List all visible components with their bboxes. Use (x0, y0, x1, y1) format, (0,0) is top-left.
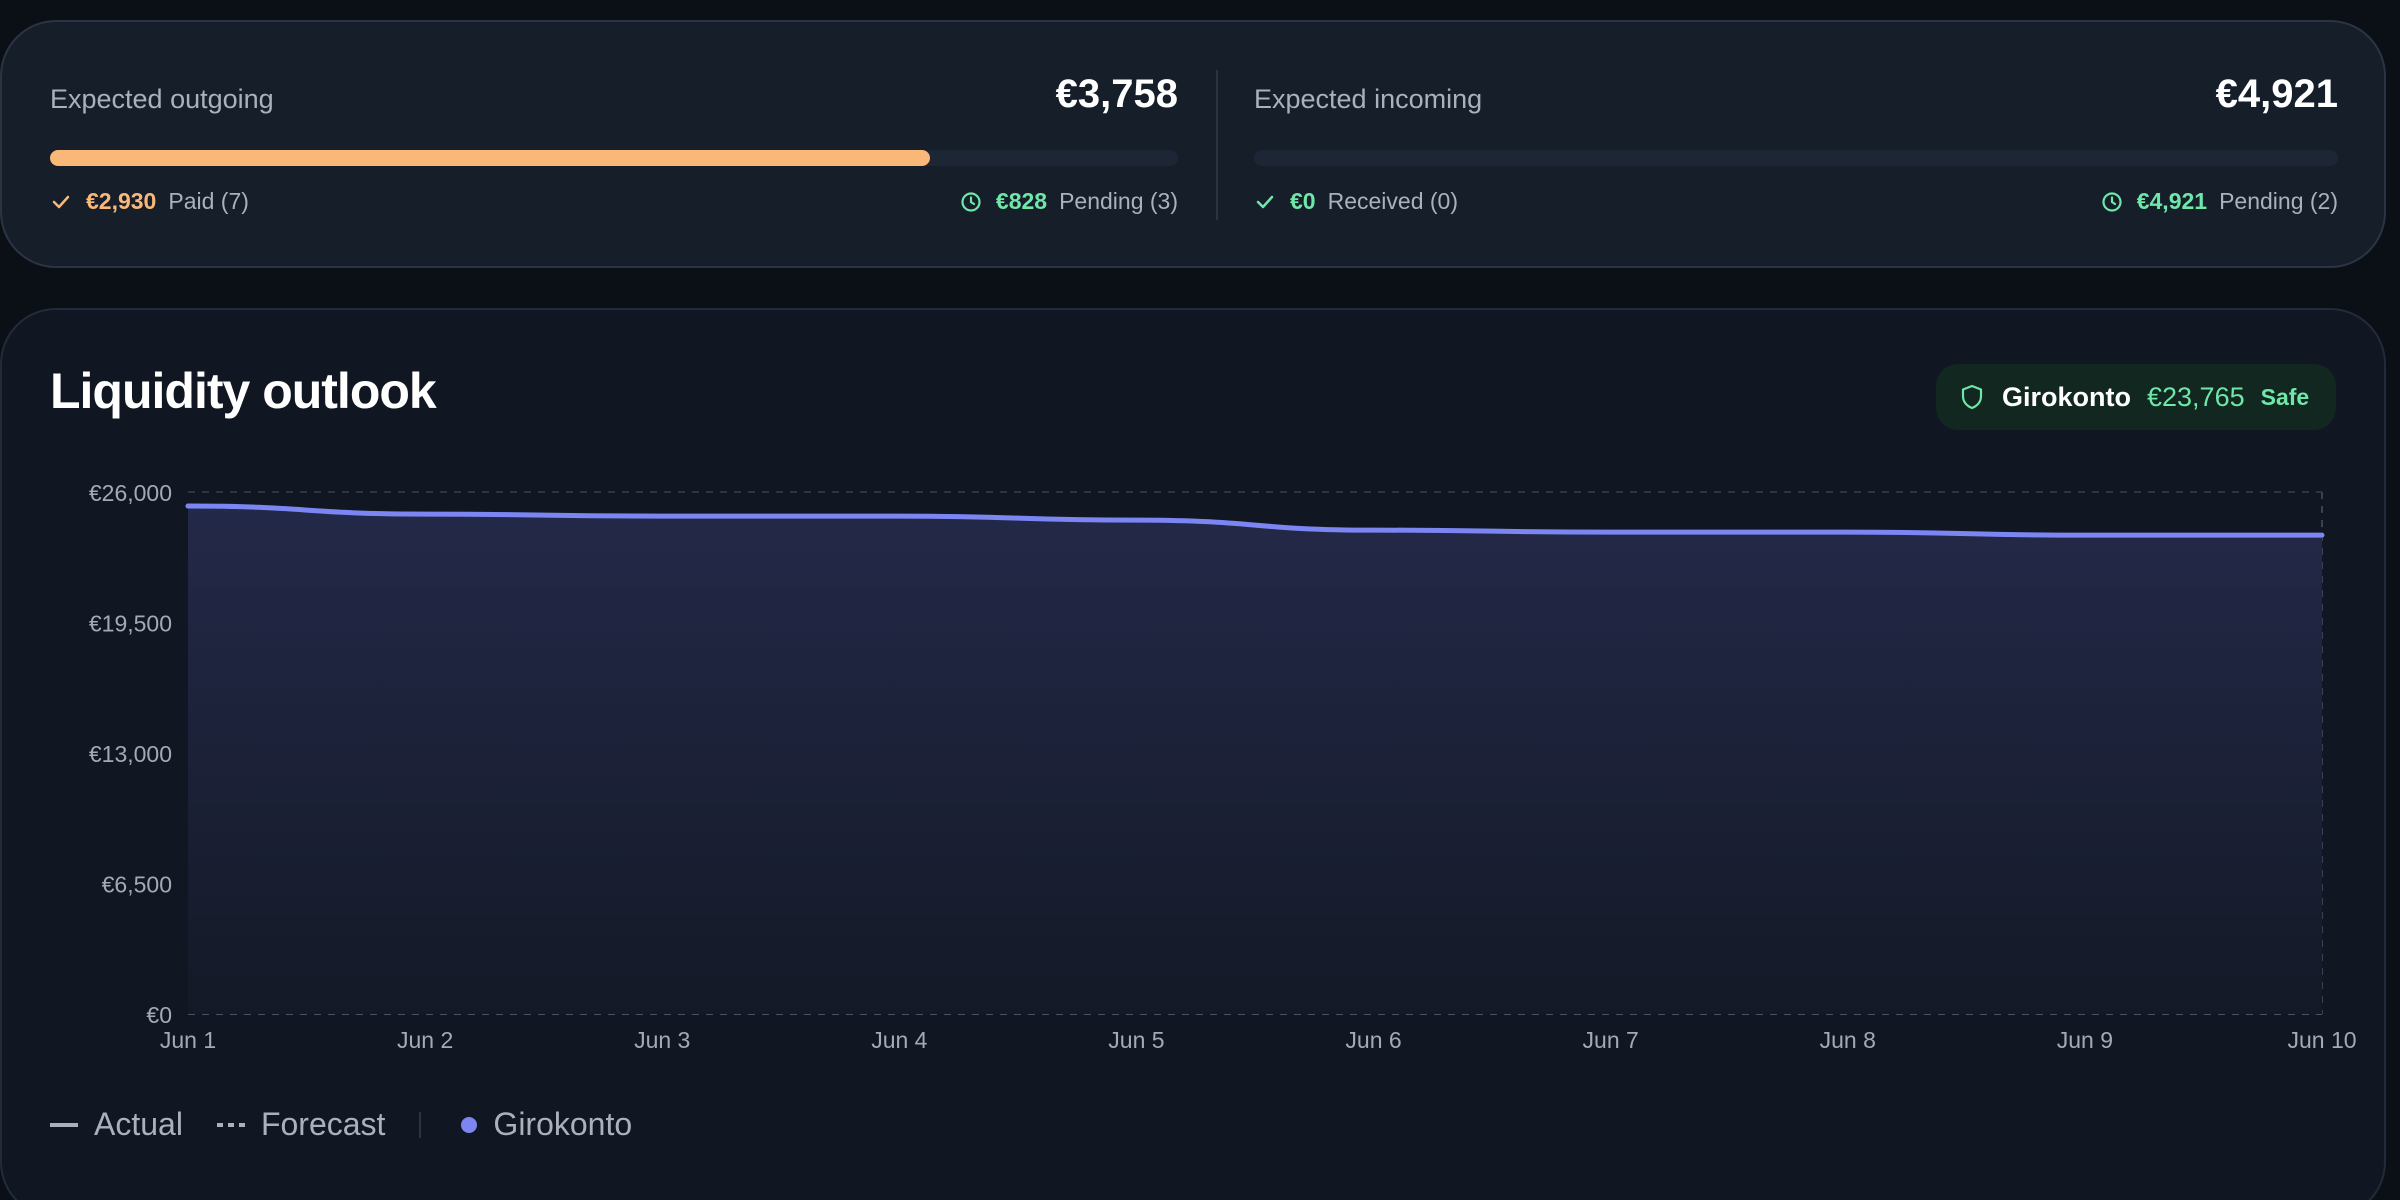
account-badge[interactable]: Girokonto €23,765 Safe (1936, 364, 2336, 430)
dashed-line-icon (216, 1122, 245, 1127)
account-status: Safe (2260, 383, 2310, 410)
legend-actual-label: Actual (94, 1106, 183, 1142)
x-tick-label: Jun 1 (160, 1027, 216, 1053)
y-tick-label: €0 (146, 1002, 172, 1028)
incoming-received-stat: €0 Received (0) (1254, 188, 1458, 215)
x-tick-label: Jun 8 (1820, 1027, 1876, 1053)
legend-forecast-label: Forecast (260, 1106, 386, 1142)
x-tick-label: Jun 4 (871, 1027, 927, 1053)
legend-series-girokonto[interactable]: Girokonto (461, 1106, 632, 1143)
incoming-pending-amount: €4,921 (2136, 188, 2208, 214)
y-tick-label: €13,000 (89, 741, 172, 767)
incoming-progress-bar (1254, 150, 2338, 166)
x-tick-label: Jun 5 (1108, 1027, 1164, 1053)
outgoing-progress-fill (50, 150, 930, 166)
outgoing-paid-stat: €2,930 Paid (7) (50, 188, 249, 215)
incoming-amount: €4,921 (2215, 72, 2338, 116)
account-balance: €23,765 (2147, 381, 2245, 412)
shield-icon (1960, 384, 1984, 410)
outgoing-paid-amount: €2,930 (86, 188, 157, 214)
clock-icon (960, 191, 982, 213)
x-tick-label: Jun 10 (2287, 1027, 2356, 1053)
legend-series-label: Girokonto (493, 1106, 633, 1142)
y-tick-label: €6,500 (102, 872, 172, 898)
outgoing-pending-stat: €828 Pending (3) (960, 188, 1178, 215)
outgoing-pending-label: Pending (3) (1059, 188, 1178, 214)
outgoing-progress-bar (50, 150, 1178, 166)
incoming-pending-label: Pending (2) (2219, 188, 2338, 214)
check-icon (1254, 191, 1276, 213)
incoming-received-label: Received (0) (1327, 188, 1458, 214)
chart-title: Liquidity outlook (50, 363, 437, 419)
incoming-pending-stat: €4,921 Pending (2) (2101, 188, 2338, 215)
account-name: Girokonto (2002, 381, 2131, 412)
liquidity-card: Liquidity outlook Girokonto €23,765 Safe… (0, 308, 2386, 1200)
outgoing-amount: €3,758 (1055, 72, 1178, 116)
outgoing-pending-amount: €828 (995, 188, 1048, 214)
x-tick-label: Jun 6 (1345, 1027, 1401, 1053)
x-tick-label: Jun 2 (397, 1027, 453, 1053)
x-tick-label: Jun 9 (2057, 1027, 2113, 1053)
legend-forecast[interactable]: Forecast (216, 1106, 386, 1143)
liquidity-chart: €0 €6,500 €13,000 €19,500 €26,000 Jun 1 Jun 2 J… (89, 480, 2357, 1053)
summary-card: Expected outgoing €3,758 €2,930 Paid (7)… (0, 20, 2386, 268)
outgoing-label: Expected outgoing (50, 84, 274, 114)
clock-icon (2101, 191, 2123, 213)
outgoing-section: Expected outgoing €3,758 €2,930 Paid (7)… (50, 22, 1178, 266)
incoming-section: Expected incoming €4,921 €0 Received (0)… (1254, 22, 2338, 266)
series-dot-icon (461, 1116, 478, 1133)
legend-separator (419, 1111, 422, 1138)
chart-legend: Actual Forecast Girokonto (50, 1106, 666, 1143)
x-tick-label: Jun 3 (634, 1027, 690, 1053)
summary-divider (1216, 70, 1218, 220)
outgoing-paid-label: Paid (7) (168, 188, 249, 214)
series-line-girokonto[interactable] (185, 503, 2325, 538)
check-icon (50, 191, 72, 213)
x-tick-label: Jun 7 (1583, 1027, 1639, 1053)
y-tick-label: €26,000 (89, 480, 172, 506)
series-area-girokonto (188, 506, 2322, 1014)
incoming-received-amount: €0 (1290, 188, 1316, 214)
legend-actual[interactable]: Actual (50, 1106, 183, 1143)
y-tick-label: €19,500 (89, 611, 172, 637)
solid-line-icon (50, 1122, 78, 1127)
incoming-label: Expected incoming (1254, 84, 1483, 114)
